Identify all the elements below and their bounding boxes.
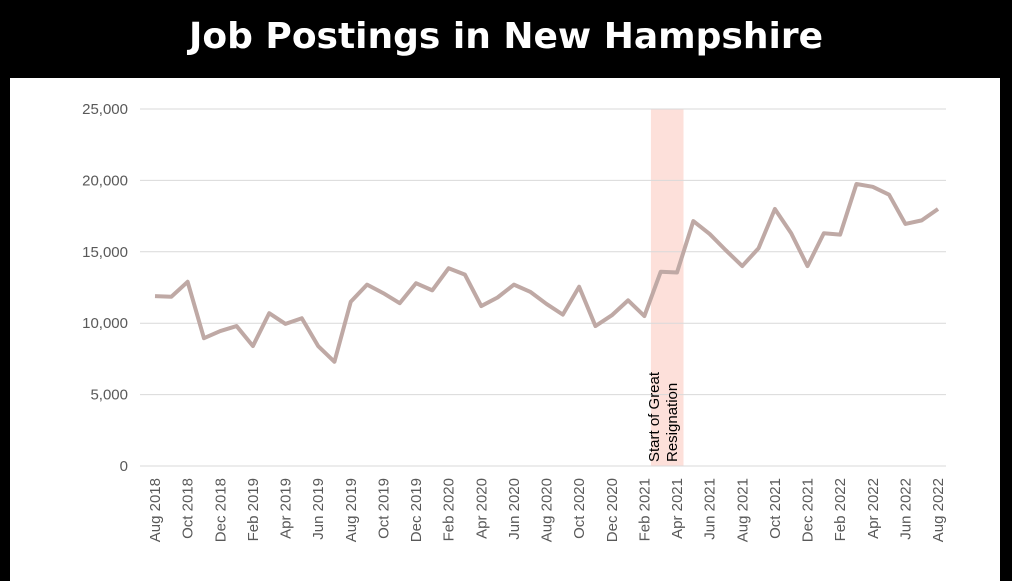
x-tick-label: Jun 2019 (310, 478, 327, 540)
annotation: Resignation (664, 383, 681, 462)
x-tick-label: Dec 2021 (800, 478, 817, 542)
x-tick-label: Feb 2019 (245, 478, 262, 541)
x-tick-label: Apr 2022 (865, 478, 882, 539)
annotation: Start of Great (646, 371, 663, 462)
line-series (154, 181, 940, 364)
x-tick-label: Feb 2021 (636, 478, 653, 541)
x-tick-label: Apr 2021 (669, 478, 686, 539)
x-tick-label: Oct 2019 (375, 478, 392, 539)
y-tick-label: 25,000 (82, 101, 128, 118)
x-tick-label: Apr 2020 (473, 478, 490, 539)
x-tick-label: Aug 2021 (734, 478, 751, 542)
x-tick-label: Oct 2018 (180, 478, 197, 539)
chart-title: Job Postings in New Hampshire (186, 16, 823, 57)
x-tick-label: Jun 2020 (506, 478, 523, 540)
x-tick-label: Oct 2021 (767, 478, 784, 539)
frame-right (1000, 0, 1012, 581)
x-tick-label: Dec 2018 (212, 478, 229, 542)
y-tick-label: 15,000 (82, 244, 128, 261)
y-tick-label: 0 (120, 458, 128, 475)
x-tick-label: Feb 2020 (441, 478, 458, 541)
x-tick-label: Jun 2022 (897, 478, 914, 540)
x-tick-label: Dec 2020 (604, 478, 621, 542)
title-bar (0, 0, 1012, 78)
x-tick-label: Dec 2019 (408, 478, 425, 542)
x-tick-label: Aug 2020 (539, 478, 556, 542)
x-tick-label: Aug 2019 (343, 478, 360, 542)
y-tick-label: 5,000 (90, 387, 128, 404)
x-tick-label: Feb 2022 (832, 478, 849, 541)
x-tick-label: Oct 2020 (571, 478, 588, 539)
y-tick-label: 20,000 (82, 172, 128, 189)
x-tick-label: Jun 2021 (702, 478, 719, 540)
x-tick-label: Aug 2018 (147, 478, 164, 542)
x-tick-label: Aug 2022 (930, 478, 947, 542)
x-tick-label: Apr 2019 (278, 478, 295, 539)
y-tick-label: 10,000 (82, 315, 128, 332)
frame-left (0, 0, 10, 581)
